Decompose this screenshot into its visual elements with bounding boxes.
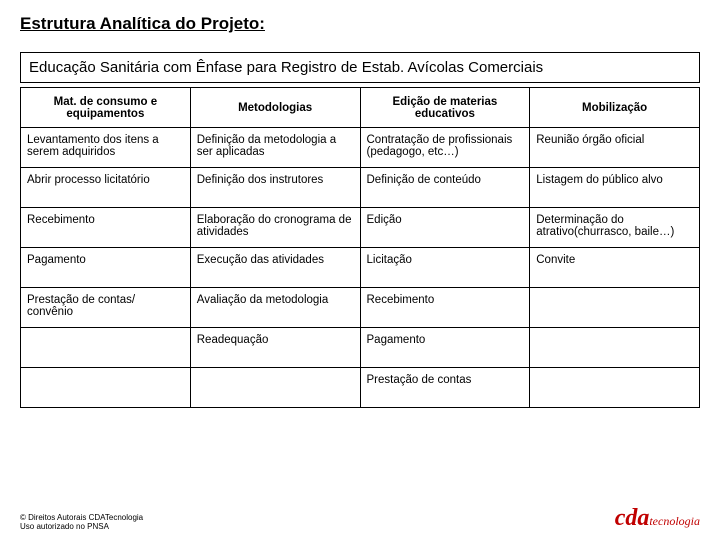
table-cell: Pagamento: [21, 248, 191, 288]
copyright-line: © Direitos Autorais CDATecnologia: [20, 513, 143, 523]
table-row: Pagamento Execução das atividades Licita…: [21, 248, 700, 288]
page-title: Estrutura Analítica do Projeto:: [20, 14, 700, 34]
table-cell: Execução das atividades: [190, 248, 360, 288]
table-cell: Prestação de contas/ convênio: [21, 288, 191, 328]
table-cell: Abrir processo licitatório: [21, 168, 191, 208]
col-header: Mat. de consumo e equipamentos: [21, 88, 191, 128]
table-cell: Contratação de profissionais (pedagogo, …: [360, 128, 530, 168]
table-row: Readequação Pagamento: [21, 328, 700, 368]
col-header: Mobilização: [530, 88, 700, 128]
table-cell: Definição da metodologia a ser aplicadas: [190, 128, 360, 168]
table-cell: [530, 328, 700, 368]
table-cell: Licitação: [360, 248, 530, 288]
project-subtitle: Educação Sanitária com Ênfase para Regis…: [20, 52, 700, 83]
table-cell: Avaliação da metodologia: [190, 288, 360, 328]
table-cell: Recebimento: [360, 288, 530, 328]
copyright-line: Uso autorizado no PNSA: [20, 522, 143, 532]
table-cell: Reunião órgão oficial: [530, 128, 700, 168]
col-header: Edição de materias educativos: [360, 88, 530, 128]
logo-main: cda: [615, 505, 650, 531]
table-row: Prestação de contas: [21, 368, 700, 408]
table-cell: Convite: [530, 248, 700, 288]
copyright: © Direitos Autorais CDATecnologia Uso au…: [20, 513, 143, 532]
table-cell: Determinação do atrativo(churrasco, bail…: [530, 208, 700, 248]
table-row: Abrir processo licitatório Definição dos…: [21, 168, 700, 208]
table-cell: [21, 368, 191, 408]
table-cell: [530, 368, 700, 408]
table-cell: Pagamento: [360, 328, 530, 368]
table-cell: [530, 288, 700, 328]
table-row: Recebimento Elaboração do cronograma de …: [21, 208, 700, 248]
table-cell: [21, 328, 191, 368]
table-header-row: Mat. de consumo e equipamentos Metodolog…: [21, 88, 700, 128]
table-cell: Readequação: [190, 328, 360, 368]
footer: © Direitos Autorais CDATecnologia Uso au…: [20, 505, 700, 532]
table-cell: [190, 368, 360, 408]
table-cell: Edição: [360, 208, 530, 248]
table-cell: Prestação de contas: [360, 368, 530, 408]
col-header: Metodologias: [190, 88, 360, 128]
table-row: Levantamento dos itens a serem adquirido…: [21, 128, 700, 168]
table-cell: Elaboração do cronograma de atividades: [190, 208, 360, 248]
wbs-table: Mat. de consumo e equipamentos Metodolog…: [20, 87, 700, 408]
table-row: Prestação de contas/ convênio Avaliação …: [21, 288, 700, 328]
table-cell: Listagem do público alvo: [530, 168, 700, 208]
table-cell: Definição dos instrutores: [190, 168, 360, 208]
table-cell: Definição de conteúdo: [360, 168, 530, 208]
logo: cdatecnologia: [615, 505, 700, 532]
logo-sub: tecnologia: [649, 514, 700, 528]
table-cell: Levantamento dos itens a serem adquirido…: [21, 128, 191, 168]
table-cell: Recebimento: [21, 208, 191, 248]
